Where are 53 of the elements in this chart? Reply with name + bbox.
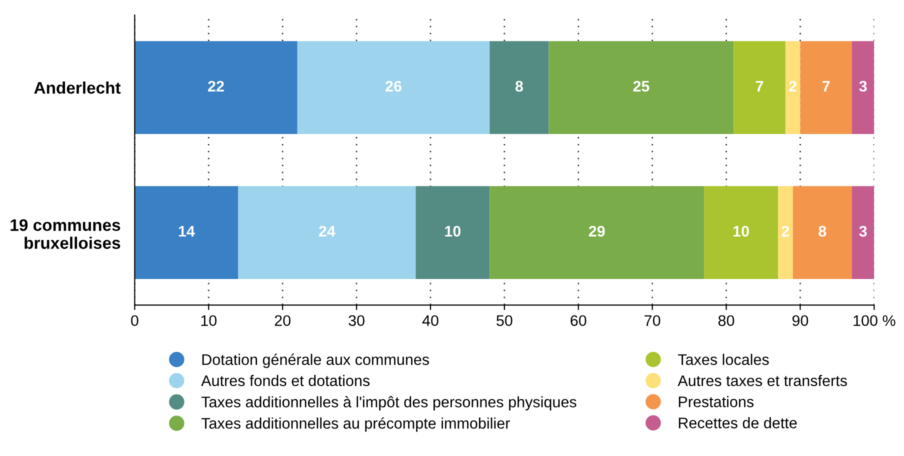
- x-tick-label: 80: [718, 315, 734, 326]
- y-tick-label: Anderlecht: [34, 82, 121, 94]
- bar: [792, 186, 852, 279]
- bar: [134, 41, 298, 134]
- data-label: 14: [178, 226, 195, 237]
- bar: [490, 186, 704, 279]
- x-tick-label: 40: [422, 315, 438, 326]
- legend-label: Prestations: [678, 396, 754, 408]
- data-label: 10: [734, 226, 749, 237]
- data-label: 2: [789, 80, 796, 92]
- data-label: 10: [445, 226, 461, 237]
- x-tick-label: 100 %: [854, 315, 896, 326]
- x-tick-label: 60: [570, 315, 586, 326]
- bar: [852, 186, 874, 279]
- x-tick-label: 90: [792, 315, 808, 326]
- bar: [548, 41, 734, 134]
- legend-label: Autres taxes et transferts: [678, 374, 847, 386]
- bar: [416, 186, 490, 279]
- legend-label: Autres fonds et dotations: [201, 374, 370, 386]
- legend-label: Taxes additionnelles à l'impôt des personnes physiques: [201, 396, 576, 410]
- x-tick-label: 10: [201, 315, 217, 326]
- bar: [134, 186, 238, 279]
- data-label: 2: [782, 226, 790, 237]
- bar: [800, 41, 852, 134]
- data-label: 24: [318, 226, 336, 237]
- x-tick-label: 0: [131, 315, 138, 326]
- bar: [734, 41, 786, 134]
- bar: [297, 41, 490, 134]
- bar: [490, 41, 549, 134]
- data-label: 22: [208, 80, 224, 92]
- data-label: 26: [386, 80, 402, 92]
- data-label: 7: [822, 80, 830, 92]
- data-label: 3: [859, 226, 867, 237]
- bar: [778, 186, 793, 279]
- bar: [238, 186, 416, 279]
- data-label: 25: [633, 80, 650, 92]
- data-label: 8: [515, 80, 523, 92]
- bar: [704, 186, 778, 279]
- data-label: 29: [588, 226, 605, 237]
- x-tick-label: 30: [348, 315, 364, 326]
- y-tick-label: 19 communes bruxelloises: [10, 219, 120, 249]
- x-tick-label: 20: [274, 315, 290, 326]
- legend-label: Dotation générale aux communes: [202, 354, 430, 368]
- bar: [852, 41, 874, 134]
- x-tick-label: 50: [496, 315, 512, 326]
- bar: [785, 41, 800, 134]
- x-tick-label: 70: [644, 315, 660, 326]
- data-label: 3: [859, 80, 867, 92]
- data-label: 7: [756, 80, 764, 92]
- data-label: 8: [818, 226, 826, 237]
- legend-label: Recettes de dette: [678, 417, 797, 428]
- legend-label: Taxes locales: [678, 354, 769, 366]
- legend-label: Taxes additionnelles au précompte immobilier: [201, 417, 510, 432]
